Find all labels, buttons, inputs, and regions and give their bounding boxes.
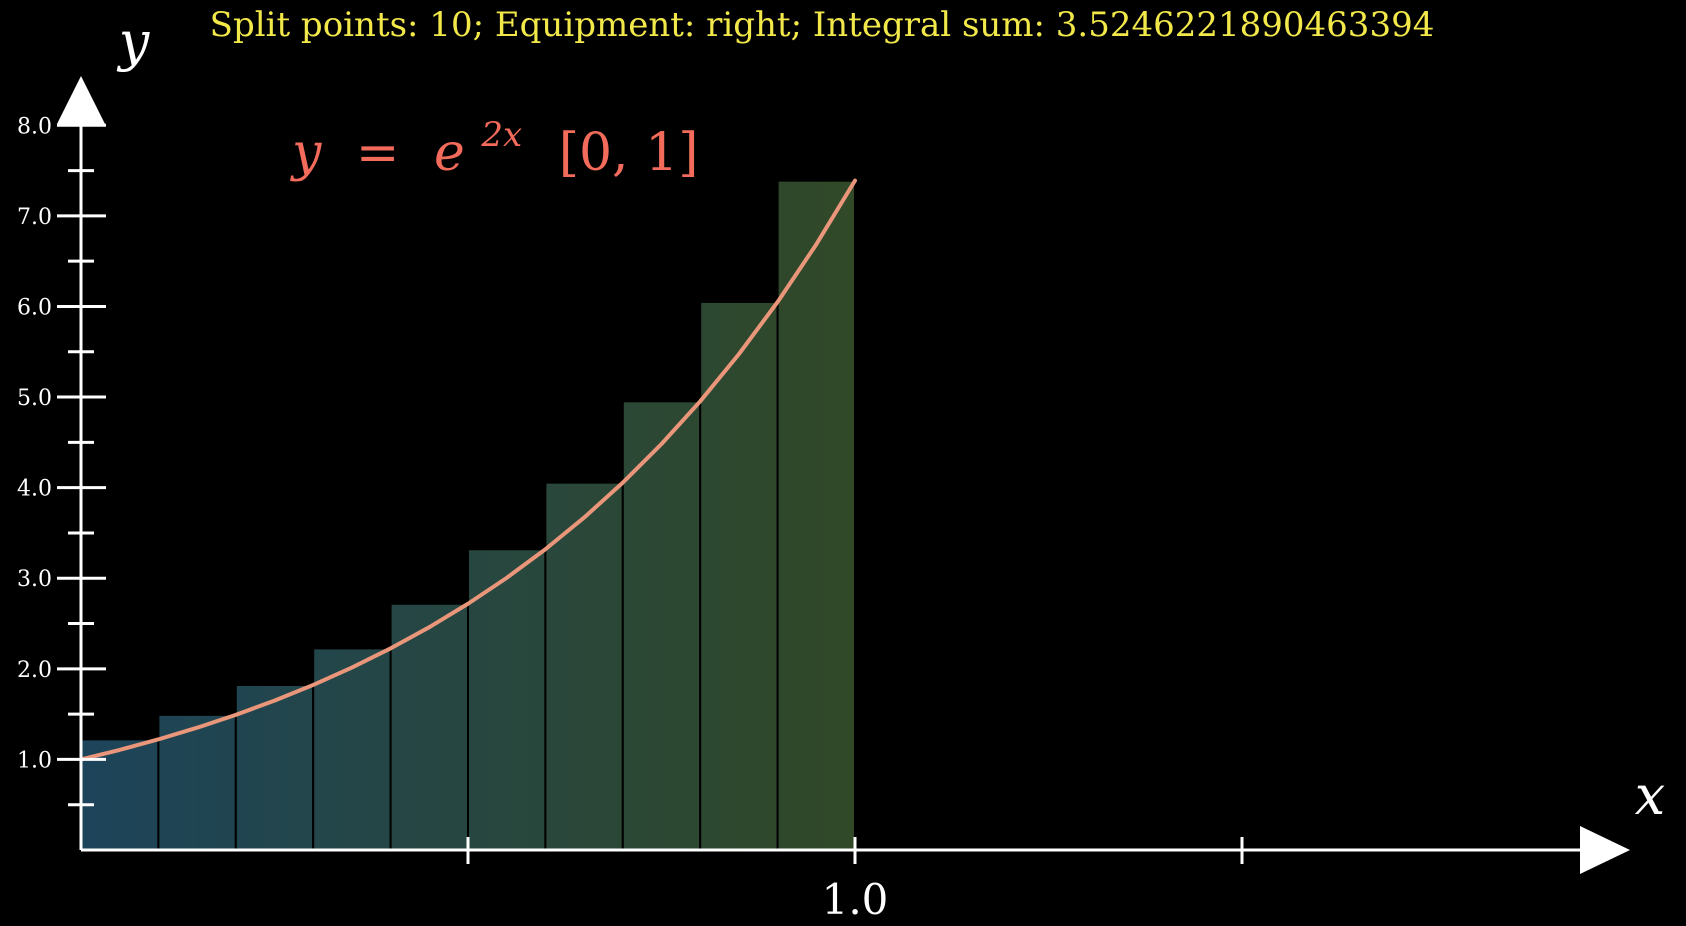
chart-axes [57,76,1630,874]
function-label: y = e 2x [0, 1] [290,99,699,183]
bar-4 [312,647,392,851]
bar-6 [467,548,547,851]
bar-8 [621,400,702,851]
y-tick-label-2: 2.0 [17,658,52,683]
function-label-base: e [434,123,465,183]
y-tick-label-3: 3.0 [17,567,52,592]
bar-10 [776,179,856,852]
chart-tick-labels: 1.0 2.0 3.0 4.0 5.0 6.0 7.0 8.0 1.0 [17,114,888,924]
function-label-interval: [0, 1] [559,123,699,183]
y-tick-label-4: 4.0 [17,477,52,502]
bar-2 [157,713,237,851]
y-tick-label-7: 7.0 [17,205,52,230]
y-axis-arrowhead [57,76,105,124]
function-label-equals: = [356,123,400,183]
y-tick-label-6: 6.0 [17,295,52,320]
x-axis-arrowhead [1580,826,1630,874]
riemann-bars [80,179,856,852]
chart-ticks [57,123,1244,864]
x-tick-label-2: 1.0 [822,875,889,924]
function-curve [79,178,857,762]
y-tick-label-5: 5.0 [17,386,52,411]
function-label-lhs: y [290,123,322,183]
y-tick-label-1: 1.0 [17,748,52,773]
y-axis-label: y [117,10,151,73]
y-tick-label-8: 8.0 [17,114,52,139]
header-status-text: Split points: 10; Equipment: right; Inte… [210,5,1435,45]
x-axis-label: x [1635,764,1665,827]
function-label-exponent: 2x [480,115,522,155]
